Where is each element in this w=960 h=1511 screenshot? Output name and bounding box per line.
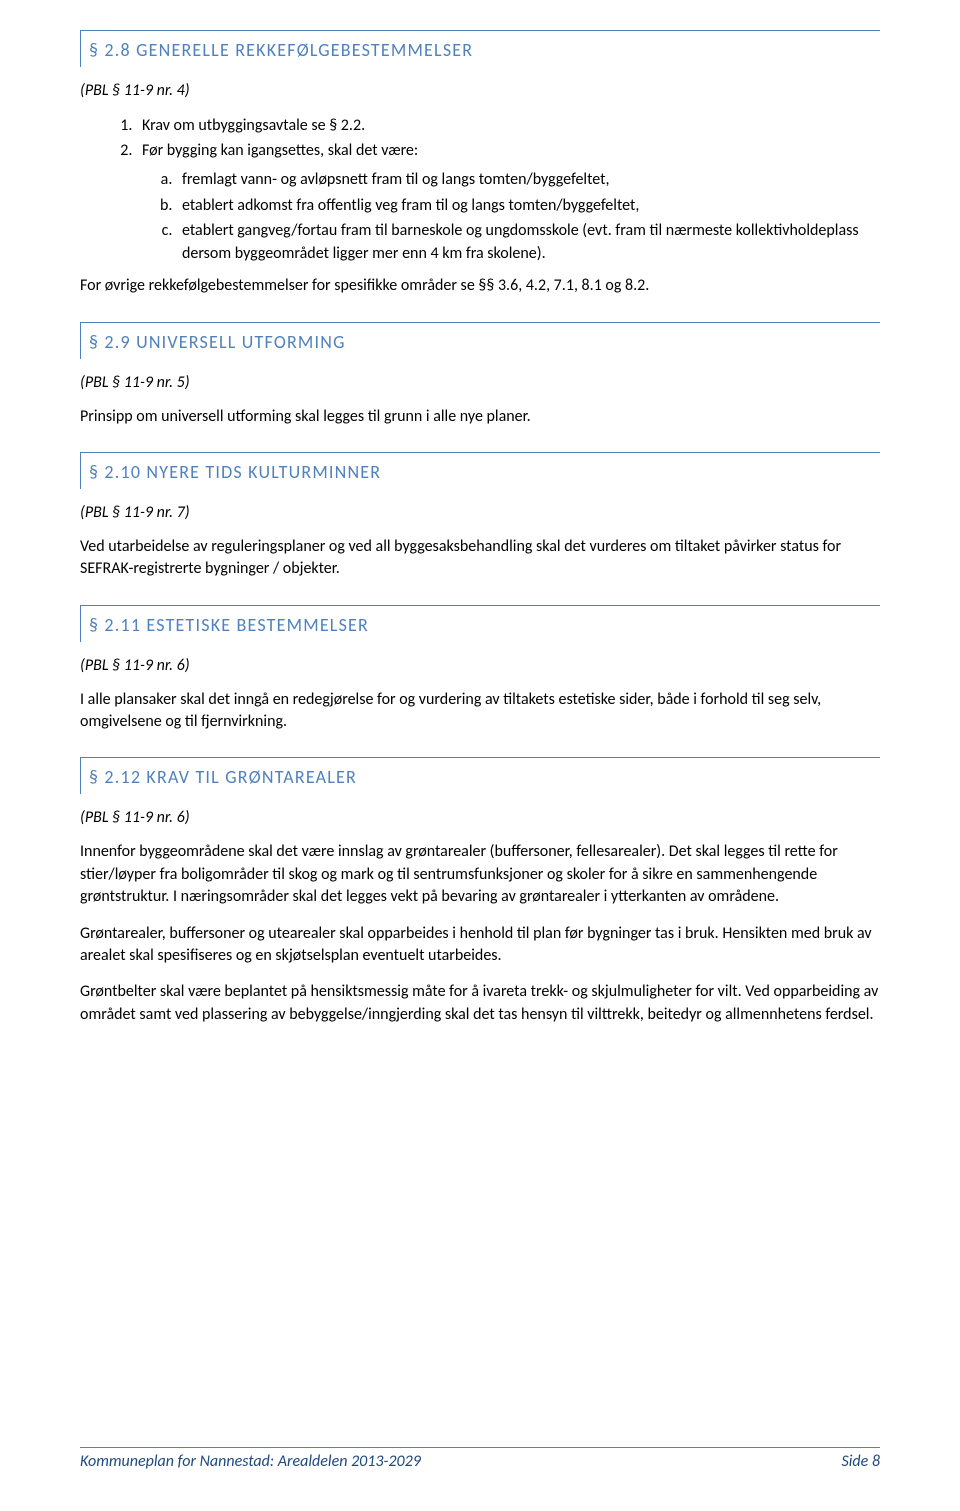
body-paragraph: Ved utarbeidelse av reguleringsplaner og… (80, 536, 880, 581)
document-page: § 2.8 GENERELLE REKKEFØLGEBESTEMMELSER (… (0, 0, 960, 1511)
body-paragraph: Grøntarealer, buffersoner og utearealer … (80, 923, 880, 968)
section-heading-2-10: § 2.10 NYERE TIDS KULTURMINNER (80, 452, 880, 489)
numbered-list: Krav om utbyggingsavtale se § 2.2. Før b… (136, 114, 880, 162)
footer-right: Side 8 (842, 1452, 881, 1471)
pbl-reference: (PBL § 11-9 nr. 4) (80, 81, 880, 100)
body-paragraph: I alle plansaker skal det inngå en redeg… (80, 689, 880, 734)
footer-left: Kommuneplan for Nannestad: Arealdelen 20… (80, 1452, 421, 1471)
section-title: § 2.9 UNIVERSELL UTFORMING (89, 331, 346, 353)
section-heading-2-11: § 2.11 ESTETISKE BESTEMMELSER (80, 605, 880, 642)
body-paragraph: Prinsipp om universell utforming skal le… (80, 406, 880, 428)
body-paragraph: For øvrige rekkefølgebestemmelser for sp… (80, 275, 880, 297)
section-title: § 2.8 GENERELLE REKKEFØLGEBESTEMMELSER (89, 39, 473, 61)
section-heading-2-8: § 2.8 GENERELLE REKKEFØLGEBESTEMMELSER (80, 30, 880, 67)
list-item: etablert gangveg/fortau fram til barnesk… (176, 219, 880, 265)
section-title: § 2.10 NYERE TIDS KULTURMINNER (89, 461, 381, 483)
section-heading-2-12: § 2.12 KRAV TIL GRØNTAREALER (80, 757, 880, 794)
pbl-reference: (PBL § 11-9 nr. 7) (80, 503, 880, 522)
list-item: Før bygging kan igangsettes, skal det væ… (136, 139, 880, 162)
section-title: § 2.12 KRAV TIL GRØNTAREALER (89, 766, 357, 788)
list-item: Krav om utbyggingsavtale se § 2.2. (136, 114, 880, 137)
list-item: fremlagt vann- og avløpsnett fram til og… (176, 168, 880, 191)
body-paragraph: Grøntbelter skal være beplantet på hensi… (80, 981, 880, 1026)
body-paragraph: Innenfor byggeområdene skal det være inn… (80, 841, 880, 908)
pbl-reference: (PBL § 11-9 nr. 5) (80, 373, 880, 392)
pbl-reference: (PBL § 11-9 nr. 6) (80, 808, 880, 827)
list-item: etablert adkomst fra offentlig veg fram … (176, 194, 880, 217)
page-footer: Kommuneplan for Nannestad: Arealdelen 20… (80, 1447, 880, 1471)
pbl-reference: (PBL § 11-9 nr. 6) (80, 656, 880, 675)
section-title: § 2.11 ESTETISKE BESTEMMELSER (89, 614, 369, 636)
lettered-list: fremlagt vann- og avløpsnett fram til og… (176, 168, 880, 265)
section-heading-2-9: § 2.9 UNIVERSELL UTFORMING (80, 322, 880, 359)
